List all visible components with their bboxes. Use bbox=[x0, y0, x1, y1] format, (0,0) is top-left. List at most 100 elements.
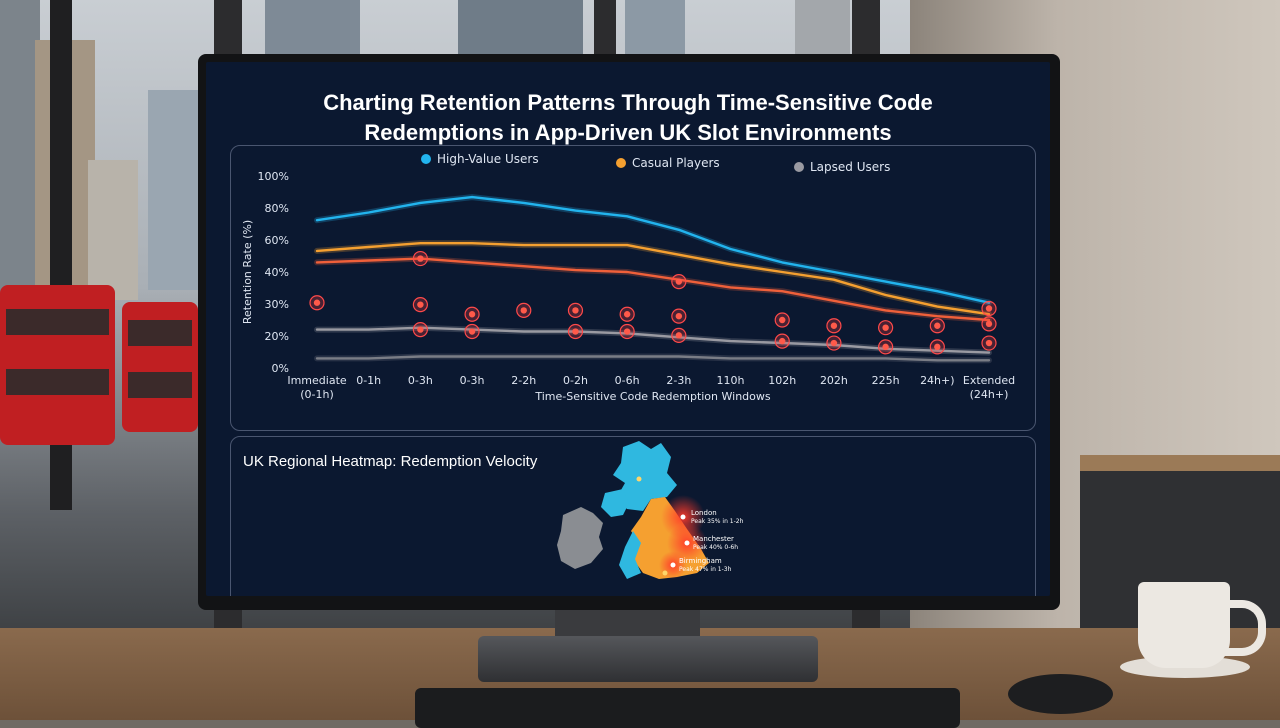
monitor-stand-base bbox=[478, 636, 818, 682]
building bbox=[625, 0, 685, 64]
x-tick-label: 202h bbox=[820, 374, 848, 387]
series-line-2 bbox=[315, 242, 991, 316]
legend-swatch bbox=[616, 158, 626, 168]
y-tick-label: 40% bbox=[265, 266, 289, 279]
building bbox=[0, 0, 40, 300]
x-tick-label: 102h bbox=[768, 374, 796, 387]
series-line-5 bbox=[315, 355, 991, 362]
x-tick-label: Extended (24h+) bbox=[963, 374, 1015, 401]
highlight-point bbox=[985, 305, 993, 312]
heatmap-title: UK Regional Heatmap: Redemption Velocity bbox=[243, 453, 538, 470]
callout-manchester-detail: Peak 40% 0-6h bbox=[693, 544, 738, 551]
highlight-point bbox=[779, 337, 786, 345]
red-bus bbox=[0, 285, 115, 445]
building bbox=[148, 90, 200, 290]
legend-label: Casual Players bbox=[632, 156, 720, 170]
highlight-point bbox=[468, 311, 476, 318]
highlight-point bbox=[675, 312, 683, 320]
legend-label: High-Value Users bbox=[437, 152, 539, 166]
legend-item-high-value: High-Value Users bbox=[421, 152, 539, 166]
highlight-point bbox=[779, 316, 786, 324]
heatmap-panel: UK Regional Heatmap: Redemption Velocity bbox=[230, 436, 1036, 596]
x-tick-label: 0-3h bbox=[408, 374, 433, 387]
highlight-point bbox=[830, 339, 838, 347]
x-tick-label: 0-1h bbox=[356, 374, 381, 387]
dashboard-title: Charting Retention Patterns Through Time… bbox=[206, 88, 1050, 148]
bus-window bbox=[128, 372, 192, 398]
highlight-point bbox=[934, 343, 941, 351]
building bbox=[458, 0, 583, 64]
highlight-point bbox=[417, 255, 424, 262]
y-tick-label: 60% bbox=[265, 234, 289, 247]
x-axis-label: Time-Sensitive Code Redemption Windows bbox=[534, 390, 771, 403]
highlight-point bbox=[882, 324, 889, 331]
y-tick-label: 100% bbox=[258, 170, 289, 183]
legend-swatch bbox=[421, 154, 431, 164]
dashboard-screen: Charting Retention Patterns Through Time… bbox=[206, 62, 1050, 596]
callout-manchester: Manchester bbox=[693, 535, 734, 543]
building bbox=[88, 160, 138, 300]
uk-heatmap: London Peak 35% in 1-2h Manchester Peak … bbox=[557, 441, 744, 579]
legend-item-casual: Casual Players bbox=[616, 156, 720, 170]
marker-dot bbox=[680, 514, 686, 520]
legend-label: Lapsed Users bbox=[810, 160, 891, 174]
highlight-point bbox=[623, 328, 631, 335]
series-line-1 bbox=[315, 195, 991, 304]
bus-window bbox=[128, 320, 192, 346]
england-west-shape bbox=[619, 531, 641, 579]
wales-shape bbox=[601, 489, 629, 517]
y-tick-label: 30% bbox=[265, 298, 289, 311]
red-bus bbox=[122, 302, 198, 432]
x-tick-label: 0-3h bbox=[460, 374, 485, 387]
highlight-point bbox=[468, 328, 476, 335]
highlight-point bbox=[417, 301, 424, 308]
scotland-shape bbox=[613, 441, 677, 511]
highlight-point bbox=[313, 299, 321, 306]
highlight-point bbox=[985, 339, 993, 347]
marker-dot bbox=[670, 562, 676, 568]
cup-handle bbox=[1222, 600, 1266, 656]
x-tick-label: 2-2h bbox=[511, 374, 536, 387]
series-line-4 bbox=[315, 326, 991, 354]
highlight-point bbox=[675, 332, 683, 339]
highlight-point bbox=[572, 328, 579, 335]
title-line-1: Charting Retention Patterns Through Time… bbox=[323, 90, 933, 115]
title-line-2: Redemptions in App-Driven UK Slot Enviro… bbox=[364, 120, 892, 145]
highlight-point bbox=[675, 278, 683, 285]
callout-london: London bbox=[691, 509, 717, 517]
highlight-point bbox=[520, 307, 527, 314]
ireland-shape bbox=[557, 507, 603, 569]
highlight-point bbox=[623, 311, 631, 318]
x-tick-label: 2-3h bbox=[666, 374, 691, 387]
marker-dot bbox=[662, 570, 668, 576]
highlight-point bbox=[572, 307, 579, 314]
x-tick-label: Immediate (0-1h) bbox=[287, 374, 347, 401]
building bbox=[265, 0, 360, 60]
y-axis-label: Retention Rate (%) bbox=[241, 220, 254, 324]
x-tick-label: 110h bbox=[717, 374, 745, 387]
bus-window bbox=[6, 309, 109, 335]
callout-birmingham: Birmingham bbox=[679, 557, 722, 565]
coffee-cup bbox=[1138, 582, 1230, 668]
x-tick-label: 24h+) bbox=[920, 374, 954, 387]
marker-dot bbox=[636, 476, 642, 482]
legend-item-lapsed: Lapsed Users bbox=[794, 160, 890, 174]
y-tick-label: 0% bbox=[272, 362, 289, 375]
retention-chart-panel: High-Value Users Casual Players Lapsed U… bbox=[230, 145, 1036, 431]
y-tick-label: 80% bbox=[265, 202, 289, 215]
highlight-point bbox=[985, 320, 993, 328]
series-line-3 bbox=[315, 257, 991, 322]
callout-london-detail: Peak 35% in 1-2h bbox=[691, 518, 744, 525]
monitor: Charting Retention Patterns Through Time… bbox=[198, 54, 1060, 610]
legend-swatch bbox=[794, 162, 804, 172]
bus-window bbox=[6, 369, 109, 395]
highlight-point bbox=[934, 322, 941, 329]
x-tick-label: 0-6h bbox=[615, 374, 640, 387]
keyboard bbox=[415, 688, 960, 728]
y-tick-label: 20% bbox=[265, 330, 289, 343]
mouse bbox=[1008, 674, 1113, 714]
callout-birmingham-detail: Peak 47% in 1-3h bbox=[679, 566, 732, 573]
highlight-point bbox=[830, 322, 838, 329]
x-tick-label: 0-2h bbox=[563, 374, 588, 387]
marker-dot bbox=[684, 540, 690, 546]
